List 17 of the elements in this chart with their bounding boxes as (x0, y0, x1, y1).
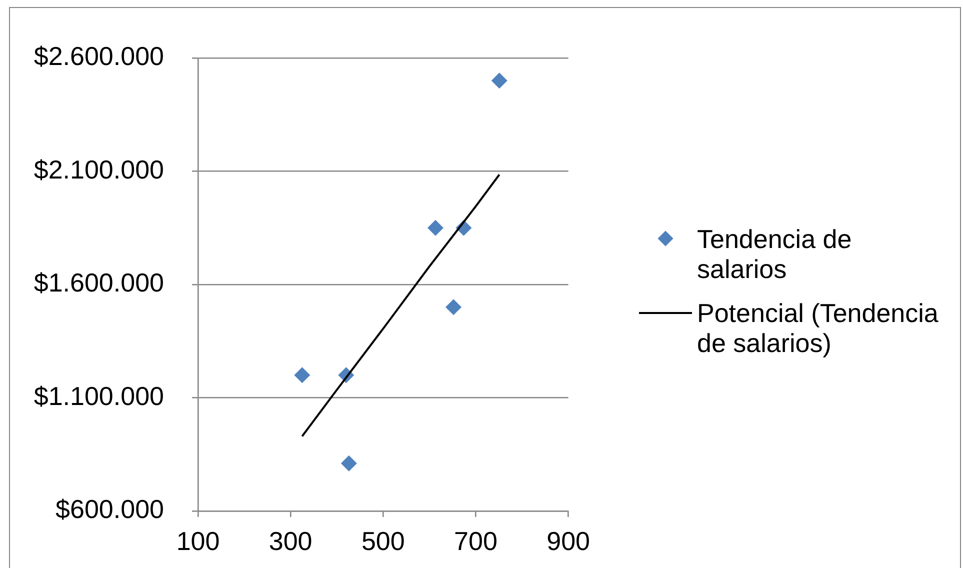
x-tick-label: 300 (268, 526, 312, 556)
y-tick-label: $1.100.000 (34, 380, 164, 411)
point (446, 299, 462, 316)
y-tick-label: $600.000 (56, 494, 164, 524)
point (340, 455, 357, 472)
x-tick-label: 500 (361, 526, 405, 556)
x-tick-label: 100 (176, 526, 220, 556)
point (294, 367, 310, 384)
legend-label: Tendencia de salarios (697, 224, 853, 284)
point (491, 72, 508, 89)
point (427, 220, 444, 236)
legend-label: Potencial (Tendencia de salarios) (697, 298, 940, 358)
x-tick-label: 700 (454, 526, 498, 556)
y-tick-label: $2.100.000 (34, 154, 164, 184)
x-tick-label: 900 (546, 526, 590, 556)
y-tick-label: $2.600.000 (34, 41, 164, 72)
y-tick-label: $1.600.000 (34, 268, 164, 298)
